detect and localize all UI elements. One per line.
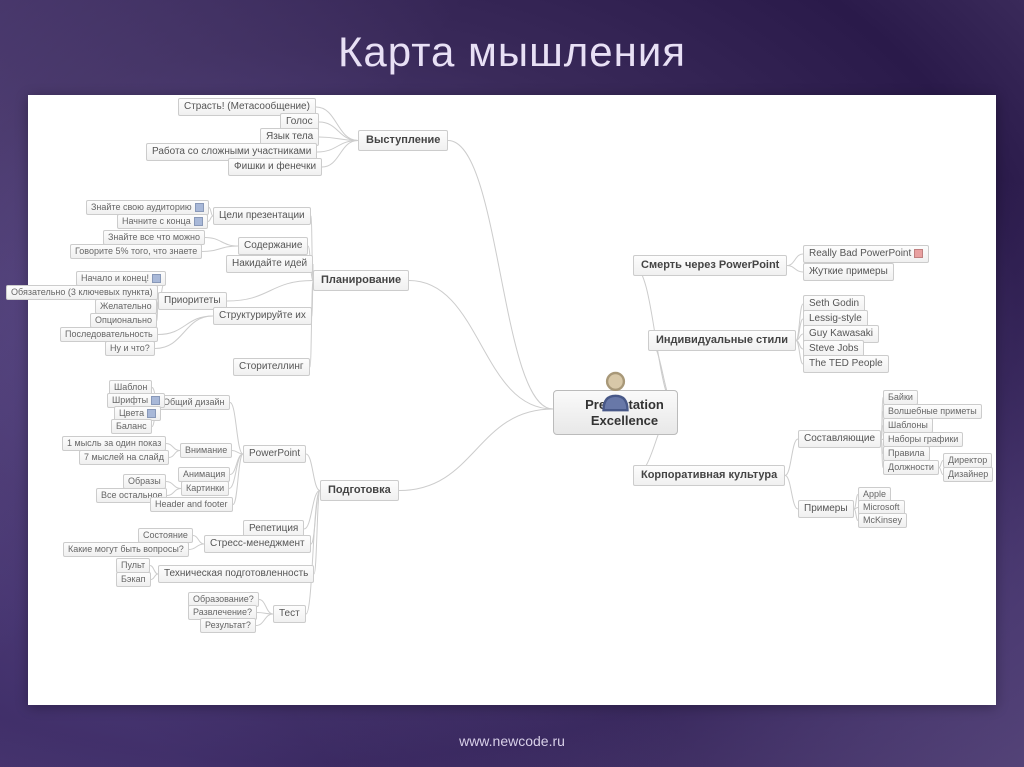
mindmap-node: Какие могут быть вопросы? — [63, 542, 189, 557]
center-line2: Excellence — [591, 413, 658, 428]
mindmap-node: Жуткие примеры — [803, 263, 894, 281]
mindmap-node: Образы — [123, 474, 166, 489]
mindmap-node: Говорите 5% того, что знаете — [70, 244, 202, 259]
mindmap-node: Волшебные приметы — [883, 404, 982, 419]
mindmap-center-node: PresentationExcellence — [553, 390, 678, 435]
mindmap-node: Header and footer — [150, 497, 233, 512]
mindmap-node: Баланс — [111, 419, 152, 434]
mindmap-node: PowerPoint — [243, 445, 306, 463]
mindmap-node: Опционально — [90, 313, 157, 328]
mindmap-node: Внимание — [180, 443, 232, 458]
mindmap-node: Смерть через PowerPoint — [633, 255, 787, 276]
mindmap-node: Шаблоны — [883, 418, 933, 433]
mindmap-node: Дизайнер — [943, 467, 993, 482]
mindmap-node: The TED People — [803, 355, 889, 373]
footer-url: www.newcode.ru — [0, 733, 1024, 749]
mindmap-node: Стресс-менеджмент — [204, 535, 311, 553]
mindmap-node: Структурируйте их — [213, 307, 312, 325]
mindmap-node: Общий дизайн — [158, 395, 230, 410]
mindmap-node: Планирование — [313, 270, 409, 291]
mindmap-node: 7 мыслей на слайд — [79, 450, 169, 465]
mindmap-node: Фишки и фенечки — [228, 158, 322, 176]
mindmap-node: Really Bad PowerPoint — [803, 245, 929, 263]
mindmap-node: Сторителлинг — [233, 358, 310, 376]
mindmap-node: Тест — [273, 605, 306, 623]
mindmap-node: Примеры — [798, 500, 854, 518]
mindmap-node: Картинки — [181, 481, 229, 496]
mindmap-node: 1 мысль за один показ — [62, 436, 166, 451]
mindmap-node: Накидайте идей — [226, 255, 313, 273]
slide-title: Карта мышления — [0, 28, 1024, 76]
mindmap-node: Выступление — [358, 130, 448, 151]
mindmap-node: Содержание — [238, 237, 308, 255]
mindmap-canvas: PresentationExcellenceВыступлениеСтрасть… — [28, 95, 996, 705]
mindmap-node: Желательно — [95, 299, 157, 314]
mindmap-node: Обязательно (3 ключевых пункта) — [6, 285, 158, 300]
mindmap-node: Должности — [883, 460, 939, 475]
mindmap-node: Начало и конец! — [76, 271, 166, 286]
mindmap-node: McKinsey — [858, 513, 907, 528]
mindmap-node: Директор — [943, 453, 992, 468]
mindmap-node: Байки — [883, 390, 918, 405]
mindmap-node: Корпоративная культура — [633, 465, 785, 486]
mindmap-node: Состояние — [138, 528, 193, 543]
mindmap-node: Наборы графики — [883, 432, 963, 447]
mindmap-node: Подготовка — [320, 480, 399, 501]
mindmap-node: Знайте свою аудиторию — [86, 200, 209, 215]
mindmap-node: Начните с конца — [117, 214, 208, 229]
mindmap-node: Техническая подготовленность — [158, 565, 314, 583]
mindmap-node: Знайте все что можно — [103, 230, 205, 245]
mindmap-node: Бэкап — [116, 572, 151, 587]
mindmap-node: Индивидуальные стили — [648, 330, 796, 351]
mindmap-node: Составляющие — [798, 430, 881, 448]
mindmap-node: Анимация — [178, 467, 230, 482]
mindmap-node: Результат? — [200, 618, 256, 633]
mindmap-node: Последовательность — [60, 327, 158, 342]
mindmap-node: Ну и что? — [105, 341, 155, 356]
mindmap-node: Цели презентации — [213, 207, 311, 225]
mindmap-node: Пульт — [116, 558, 150, 573]
mindmap-node: Правила — [883, 446, 930, 461]
